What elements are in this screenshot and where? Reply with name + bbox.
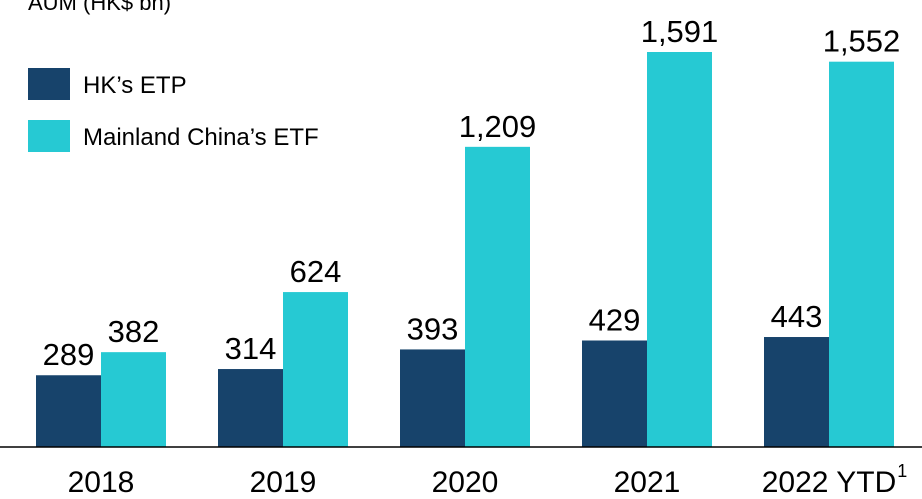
x-tick-label: 2019 [250,466,317,499]
data-label: 1,591 [641,14,719,49]
data-label: 624 [290,254,342,289]
data-label: 443 [771,299,823,334]
chart-title: AUM (HK$ bn) [28,0,171,15]
data-label: 382 [108,314,160,349]
data-label: 429 [589,302,641,337]
data-label: 314 [225,331,277,366]
x-tick-label: 2022 YTD [762,466,897,499]
bar [647,52,712,447]
bar [829,61,894,448]
bar [283,292,348,447]
legend-swatch [28,68,70,100]
data-label: 1,552 [823,24,901,59]
bar [218,369,283,447]
x-tick-label: 2018 [68,466,135,499]
bar [582,340,647,447]
data-label: 1,209 [459,109,537,144]
legend-label: Mainland China’s ETF [83,124,319,151]
bar [465,146,530,447]
bar [36,375,101,447]
x-tick-label: 2020 [432,466,499,499]
bar [764,337,829,447]
legend-swatch [28,120,70,152]
data-label: 393 [407,311,459,346]
legend-label: HK’s ETP [83,72,187,99]
data-label: 289 [43,337,95,372]
footnote-marker: 1 [897,461,907,481]
bar [400,349,465,447]
bar [101,352,166,447]
x-tick-label: 2021 [614,466,681,499]
